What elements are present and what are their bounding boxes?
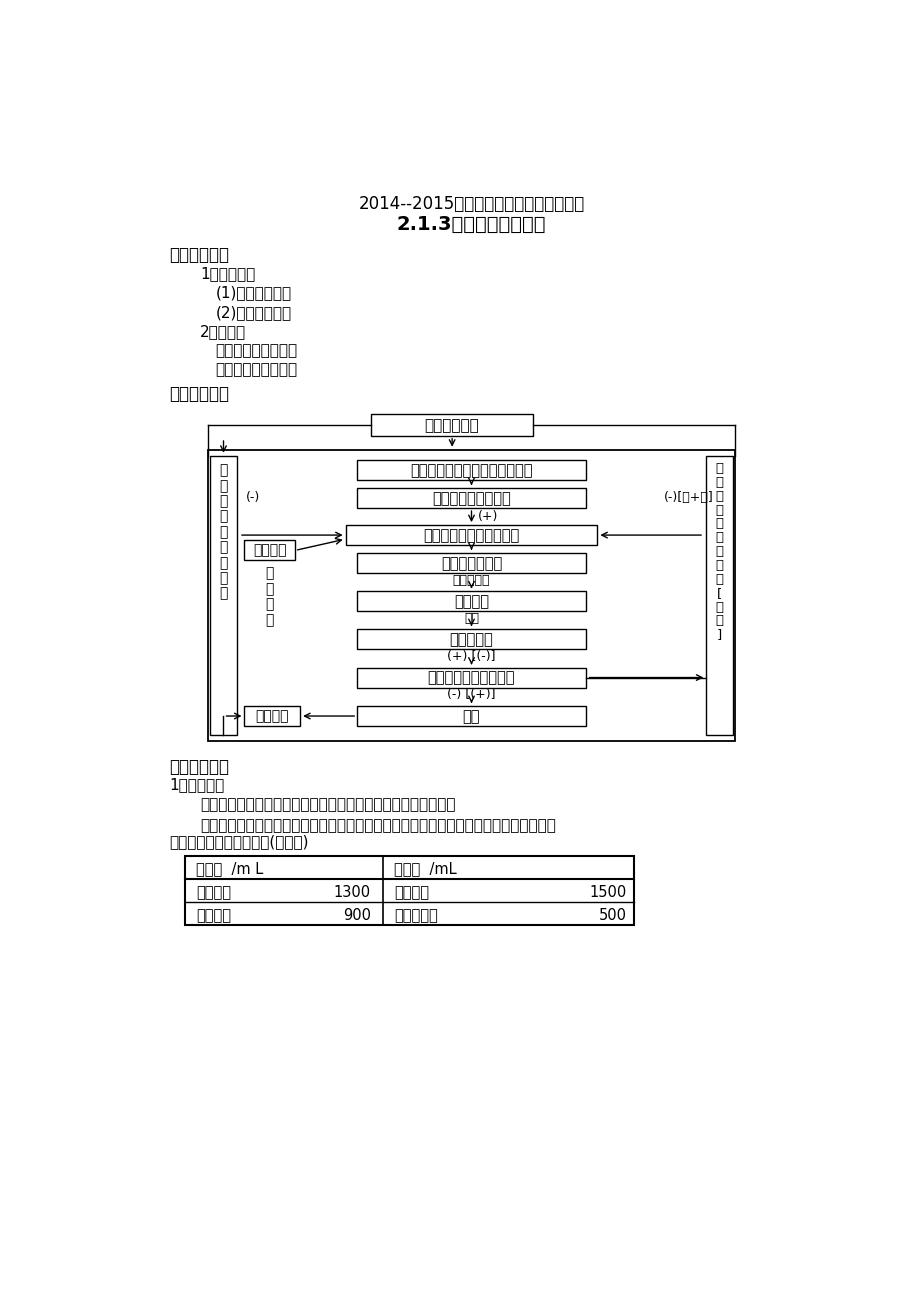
Text: 三、导学过程: 三、导学过程 [169,758,229,776]
Bar [185,857,633,926]
Text: 升: 升 [715,600,722,613]
Text: 下: 下 [715,559,722,572]
Text: 饮水不足、失水过多、食物过碱: 饮水不足、失水过多、食物过碱 [410,464,532,478]
Bar [357,668,585,687]
Text: 大脑皮层: 大脑皮层 [253,543,286,557]
Text: 2、重难点: 2、重难点 [200,324,246,339]
Text: 液: 液 [715,504,722,517]
Text: (-) [(+)]: (-) [(+)] [447,689,495,702]
Text: 500: 500 [598,907,626,923]
Text: 生: 生 [266,582,274,596]
Bar [208,449,734,741]
Text: 垂体后叶: 垂体后叶 [453,595,489,609]
Text: 释放: 释放 [463,612,479,625]
Text: 二、知识网络: 二、知识网络 [169,385,229,402]
Bar [357,461,585,480]
Bar [706,456,732,734]
Bar [357,591,585,612]
Text: (+) [(-)]: (+) [(-)] [447,650,495,663]
Text: 1300: 1300 [334,884,370,900]
Text: 透: 透 [219,540,227,555]
Text: 胞: 胞 [219,479,227,493]
Text: 产: 产 [266,566,274,581]
Text: 1500: 1500 [588,884,626,900]
Text: (-): (-) [245,491,260,504]
Text: 下丘脑中的渗透压感受器: 下丘脑中的渗透压感受器 [423,529,519,543]
Bar [346,525,596,546]
Text: 细: 细 [715,462,722,475]
Bar [357,488,585,508]
Text: 下丘脑神经细胞: 下丘脑神经细胞 [440,556,502,570]
Text: 水的功用：维持组织形态；促进物质代谢；调节体温和润滑作用: 水的功用：维持组织形态；促进物质代谢；调节体温和润滑作用 [200,798,455,812]
Text: 透: 透 [715,531,722,544]
Text: [: [ [716,587,721,600]
Text: 合成、分泌: 合成、分泌 [452,574,490,587]
Text: 重点：水平衡的调节: 重点：水平衡的调节 [216,344,298,358]
Text: 水盐平衡调节: 水盐平衡调节 [425,418,479,434]
Text: 外: 外 [715,490,722,503]
Text: 液: 液 [219,509,227,523]
Bar [210,456,236,734]
Text: 1、学习目标: 1、学习目标 [200,267,255,281]
Text: 由肾排出: 由肾排出 [393,884,428,900]
Text: 摄入量  /m L: 摄入量 /m L [196,862,264,876]
Text: 900: 900 [343,907,370,923]
Text: (-)[（+）]: (-)[（+）] [663,491,712,504]
Text: (1)水平衡的调节: (1)水平衡的调节 [216,285,291,301]
Text: ]: ] [716,629,721,642]
Text: 降: 降 [715,573,722,586]
Text: 人体内水的来源是饮水、食物中所含的水和代谢中产生的水其中，饮水和食物中所含的水: 人体内水的来源是饮水、食物中所含的水和代谢中产生的水其中，饮水和食物中所含的水 [200,818,555,833]
Bar [357,629,585,648]
Text: 觉: 觉 [266,613,274,626]
Text: 主动饮水: 主动饮水 [255,710,289,723]
Text: 一、目标导航: 一、目标导航 [169,246,229,263]
Text: 来自饮水: 来自饮水 [196,884,231,900]
Text: 肾小管集合管重吸收水: 肾小管集合管重吸收水 [427,671,515,686]
Text: 排出量  /mL: 排出量 /mL [393,862,457,876]
Text: 1、水的平衡: 1、水的平衡 [169,777,224,793]
Bar [357,553,585,573]
Text: 渴: 渴 [266,598,274,612]
Bar [244,540,294,560]
Text: 难点：无机盐的调节: 难点：无机盐的调节 [216,362,298,378]
Text: (+): (+) [477,509,497,522]
Text: 2014--2015学年苏教版必修三同步导学案: 2014--2015学年苏教版必修三同步导学案 [358,195,584,212]
Text: 渗: 渗 [219,525,227,539]
Text: (2)无机盐的调节: (2)无机盐的调节 [216,305,291,320]
Text: 降: 降 [219,587,227,600]
Bar [357,706,585,727]
Text: 2.1.3水和无机盐的调节: 2.1.3水和无机盐的调节 [396,215,546,234]
Text: 由皮肤排出: 由皮肤排出 [393,907,437,923]
Text: 细: 细 [219,464,227,478]
Text: 来自食物: 来自食物 [196,907,231,923]
Bar [244,706,300,727]
Text: 渗: 渗 [715,517,722,530]
Text: 压: 压 [715,546,722,559]
Text: 尿量: 尿量 [462,710,480,724]
Text: 高: 高 [715,615,722,628]
Text: 抗利尿激素: 抗利尿激素 [449,631,493,647]
Text: 是人体所需水的主要来源(如下表): 是人体所需水的主要来源(如下表) [169,835,309,850]
Text: 下: 下 [219,572,227,586]
Bar [370,414,533,436]
Text: 外: 外 [219,495,227,508]
Text: 压: 压 [219,556,227,570]
Text: 细胞外液渗透压升高: 细胞外液渗透压升高 [432,491,510,506]
Text: 胞: 胞 [715,475,722,488]
